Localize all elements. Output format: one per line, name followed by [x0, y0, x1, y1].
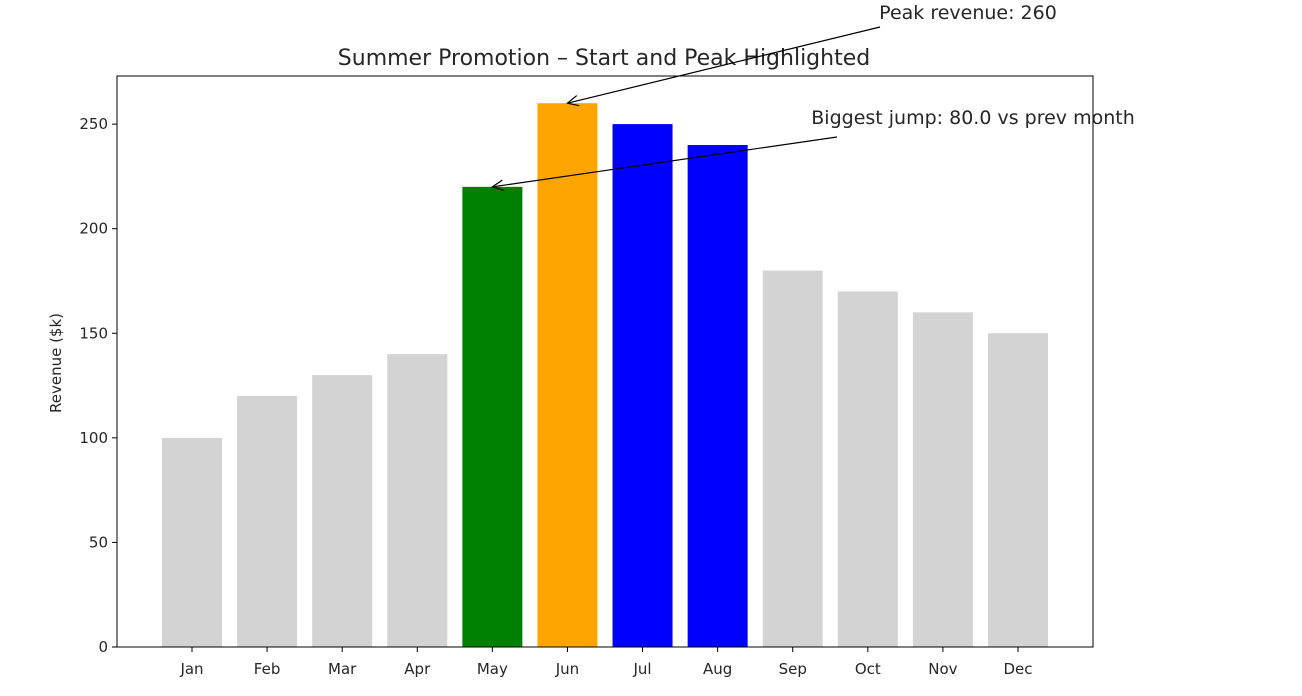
annotation-text: Peak revenue: 260 [879, 2, 1057, 24]
x-tick-label: Sep [779, 660, 807, 678]
bar-jul [612, 124, 673, 648]
x-tick-label: Feb [254, 660, 281, 678]
x-tick-label: Dec [1003, 660, 1032, 678]
bars-layer [162, 103, 1048, 648]
bar-sep [762, 270, 823, 647]
annotation-arrow-line [492, 136, 838, 188]
annotation-text: Biggest jump: 80.0 vs prev month [811, 107, 1134, 129]
annotation-arrow-line [567, 26, 881, 104]
axes-frame [116, 75, 1094, 648]
y-tick-label: 0 [98, 638, 108, 656]
bar-oct [837, 291, 898, 647]
annotation-arrowhead [566, 95, 580, 107]
annotations-layer: Peak revenue: 260 Biggest jump: 80.0 vs p… [490, 2, 1135, 192]
y-tick-label: 250 [79, 115, 108, 133]
chart-title: Summer Promotion – Start and Peak Highli… [338, 46, 870, 71]
bar-mar [312, 375, 373, 647]
y-tick-label: 50 [89, 533, 108, 551]
annotation-arrowhead [490, 179, 504, 192]
y-tick-label: 100 [79, 429, 108, 447]
x-tick-label: Jul [632, 660, 651, 678]
bar-feb [237, 396, 298, 647]
x-tick-label: Aug [703, 660, 732, 678]
x-tick-label: Jun [555, 660, 579, 678]
x-tick-label: Apr [404, 660, 431, 678]
bar-nov [912, 312, 973, 647]
bar-dec [988, 333, 1048, 647]
bar-jun [537, 103, 598, 647]
x-tick-label: Nov [928, 660, 957, 678]
y-tick-label: 150 [79, 324, 108, 342]
x-axis: Jan Feb Mar Apr May Jun Jul Aug Sep Oct Nov Dec [179, 647, 1033, 678]
x-tick-label: Mar [328, 660, 357, 678]
y-axis-label: Revenue ($k) [47, 313, 65, 413]
bar-jan [162, 437, 222, 647]
bar-may [462, 186, 523, 647]
bar-aug [687, 145, 748, 647]
y-tick-label: 200 [79, 220, 108, 238]
x-tick-label: Oct [855, 660, 881, 678]
y-axis: 0 50 100 150 200 250 [79, 115, 117, 656]
x-tick-label: May [477, 660, 508, 678]
x-tick-label: Jan [179, 660, 203, 678]
bar-apr [387, 354, 448, 647]
